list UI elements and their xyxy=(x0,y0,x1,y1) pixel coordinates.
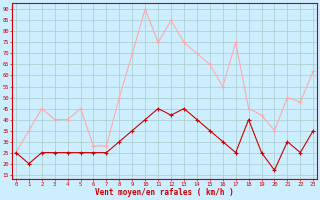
X-axis label: Vent moyen/en rafales ( km/h ): Vent moyen/en rafales ( km/h ) xyxy=(95,188,234,197)
